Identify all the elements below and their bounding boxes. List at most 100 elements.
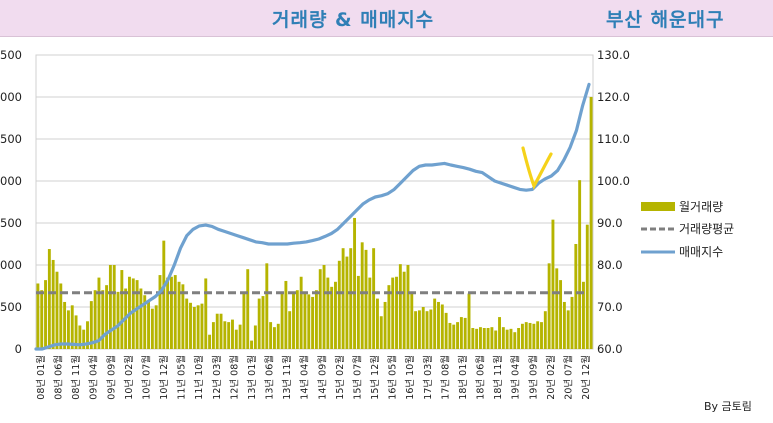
volume-bar [421,307,425,349]
volume-bar [154,305,158,349]
x-tick-label: 19년 04월 [510,355,522,400]
volume-bar [166,277,170,349]
volume-bar [280,293,284,349]
x-tick-label: 17년 08월 [439,355,451,400]
volume-bar [444,312,448,349]
volume-bar [330,286,334,349]
chart-region-title: 부산 해운대구 [606,9,725,31]
volume-bar [582,281,585,349]
x-tick-label: 12년 03월 [211,355,223,400]
volume-bar [208,334,212,349]
volume-bar [467,293,471,349]
volume-bar [101,290,105,349]
volume-bar [349,248,353,349]
volume-bar [116,291,120,349]
volume-bar [540,322,543,349]
volume-bar [391,277,395,349]
author-credit: By 금토림 [704,400,752,413]
volume-bar [189,302,192,349]
x-tick-label: 20년 02월 [545,355,557,400]
y-right-tick-label: 110.0 [597,132,630,146]
volume-bar [372,248,376,349]
y-right-tick-label: 130.0 [597,48,630,62]
volume-bar [139,288,143,349]
y-left-tick-label: 0 [15,342,22,356]
x-tick-label: 10년 12월 [158,355,170,400]
volume-bar [379,316,383,349]
volume-bar [173,275,177,349]
volume-bar [181,284,185,349]
volume-bar [158,275,162,349]
volume-bar [70,305,74,349]
volume-bar [429,309,433,349]
volume-bar [63,301,67,349]
volume-bar [440,304,444,349]
volume-bar [559,280,563,349]
volume-bar [337,260,341,349]
volume-bar [490,327,494,349]
y-right-tick-label: 80.0 [597,258,623,272]
volume-bar [192,307,196,349]
legend-label-index: 매매지수 [679,245,723,259]
volume-bar [288,311,292,349]
volume-bar [284,280,288,349]
volume-bar [292,291,295,349]
volume-bar [578,180,582,349]
x-tick-label: 18년 06월 [475,355,487,400]
volume-bar [475,328,479,349]
volume-bar [74,315,78,349]
y-right-tick-label: 70.0 [597,300,623,314]
volume-bar [501,327,505,349]
x-tick-label: 13년 01월 [246,355,258,400]
volume-bar [486,328,490,349]
volume-bar [433,298,437,349]
x-tick-label: 11년 10월 [193,355,205,400]
x-tick-label: 15년 02월 [334,355,346,400]
volume-bar [398,264,402,349]
volume-bar [574,244,578,349]
x-tick-label: 09년 09월 [105,355,117,400]
volume-bar [314,290,318,349]
x-tick-label: 13년 11월 [281,355,293,400]
volume-bar [479,327,482,349]
x-tick-label: 08년 01월 [35,355,47,400]
volume-bar [135,280,139,349]
volume-bar [410,293,414,349]
volume-bar [78,325,82,349]
price-index-line [34,82,591,351]
volume-bar [387,285,391,349]
volume-bar [299,276,303,349]
volume-bar [456,322,460,349]
volume-bar [562,301,566,349]
volume-bar [555,268,559,349]
volume-bar [406,265,410,349]
y-left-tick-label: 1500 [0,216,22,230]
volume-bar [307,294,311,349]
x-tick-label: 18년 11월 [492,355,504,400]
y-right-tick-label: 90.0 [597,216,623,230]
volume-bar [360,242,364,349]
plot-frame [35,54,594,350]
volume-bar [532,323,536,349]
volume-bar [353,217,357,349]
volume-bar [524,322,528,349]
x-tick-label: 16년 05월 [387,355,399,400]
y-right-tick-label: 120.0 [597,90,630,104]
volume-bar [246,269,250,349]
volume-bar [215,313,219,349]
volume-bar [211,322,215,349]
volume-bar [414,311,418,349]
legend-label-average: 거래량평균 [679,222,734,236]
volume-bar [395,276,398,349]
volume-bar [169,276,173,349]
volume-bar [494,330,498,349]
volume-bar [517,328,521,349]
y-left-tick-label: 2500 [0,132,22,146]
volume-bar [498,317,501,349]
volume-bar [82,329,86,349]
volume-bar [238,324,242,349]
x-tick-label: 11년 05월 [176,355,188,400]
x-tick-label: 20년 12월 [580,355,592,400]
volume-bar [452,324,456,349]
